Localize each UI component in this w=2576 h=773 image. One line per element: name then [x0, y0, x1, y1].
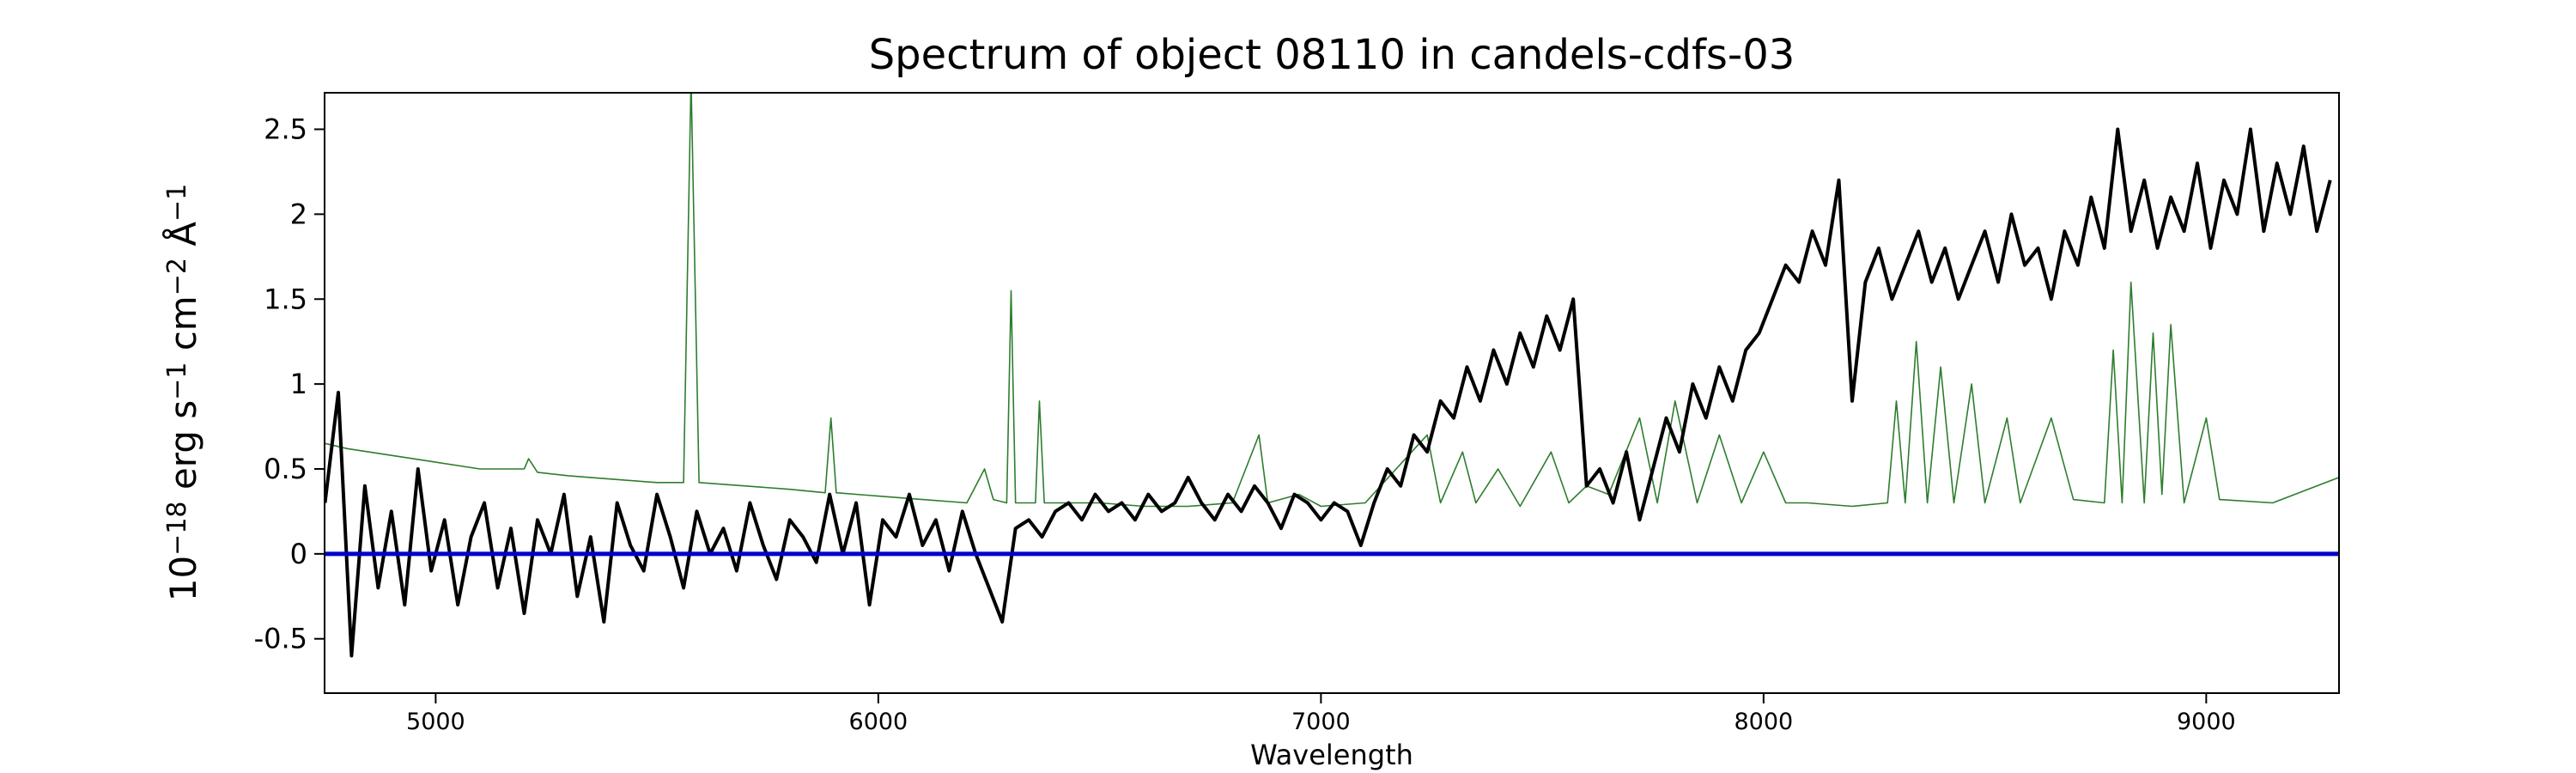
- y-tick-label: 0: [290, 538, 307, 570]
- y-axis-label-part: Å: [161, 222, 204, 258]
- spectrum-line: [325, 93, 2339, 508]
- y-axis-label: 10−18 erg s−1 cm−2 Å−1: [161, 184, 204, 602]
- y-axis-label-part: −1: [162, 362, 192, 400]
- y-axis-label-part: −1: [162, 184, 192, 222]
- x-tick-label: 6000: [849, 709, 908, 735]
- y-tick-label: -0.5: [254, 623, 307, 655]
- x-tick-label: 5000: [406, 709, 465, 735]
- y-axis-label-part: −18: [162, 502, 192, 556]
- y-axis-label-part: 10: [162, 556, 204, 601]
- x-tick-label: 8000: [1735, 709, 1794, 735]
- plot-area: [325, 93, 2339, 658]
- y-tick-label: 1.5: [264, 283, 307, 315]
- y-tick-label: 1: [290, 368, 307, 400]
- y-tick-label: 2: [290, 198, 307, 230]
- x-tick-label: 9000: [2177, 709, 2236, 735]
- chart-title: Spectrum of object 08110 in candels-cdfs…: [869, 31, 1795, 79]
- plot-frame: [324, 92, 2340, 694]
- x-tick-label: 7000: [1291, 709, 1351, 735]
- y-axis-label-part: cm: [162, 295, 204, 362]
- spectrum-line: [325, 127, 2332, 658]
- y-tick-label: 2.5: [264, 113, 307, 146]
- x-axis-label: Wavelength: [1250, 739, 1413, 771]
- y-tick-label: 0.5: [264, 453, 307, 485]
- y-axis-label-part: −2: [162, 258, 192, 295]
- y-axis-label-part: erg s: [162, 400, 204, 502]
